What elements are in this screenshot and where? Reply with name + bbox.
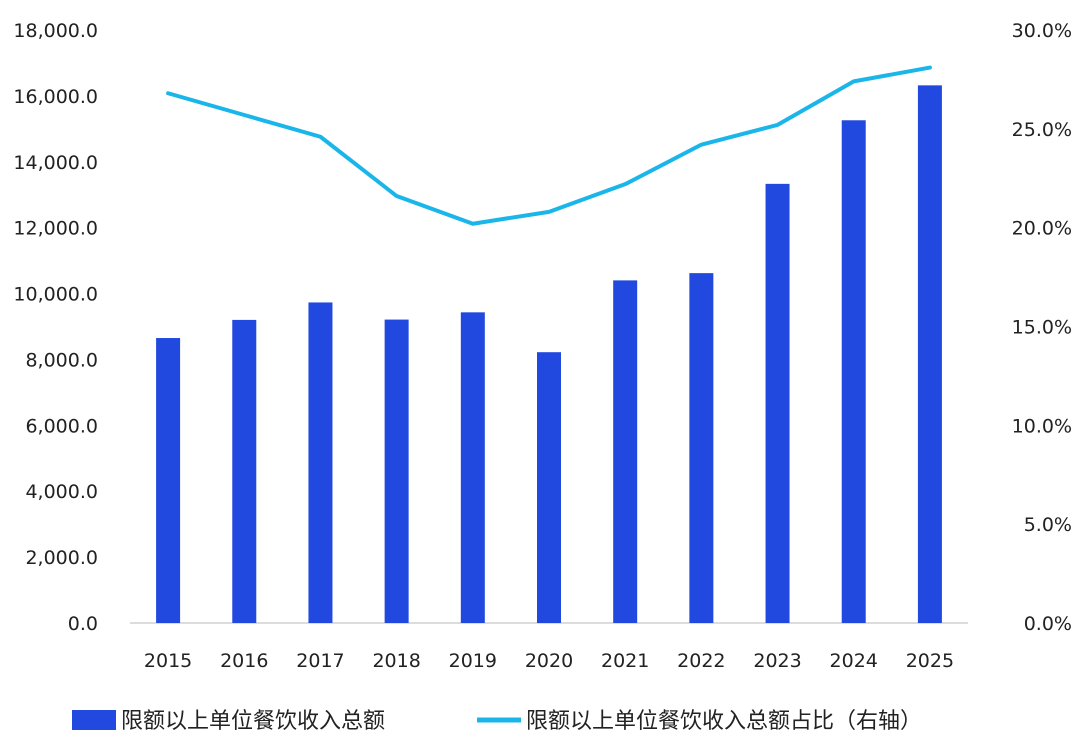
right-tick-label: 30.0%: [1012, 20, 1072, 42]
left-tick-label: 12,000.0: [13, 218, 98, 240]
bar-series: [156, 85, 942, 624]
legend-swatch-bar: [72, 710, 116, 730]
legend-label-line: 限额以上单位餐饮收入总额占比（右轴）: [526, 709, 922, 734]
bar-2022: [689, 273, 714, 623]
bar-2016: [232, 319, 257, 623]
left-tick-label: 16,000.0: [13, 86, 98, 108]
right-tick-label: 15.0%: [1012, 317, 1072, 339]
left-tick-label: 10,000.0: [13, 284, 98, 306]
x-tick-label: 2020: [525, 650, 573, 672]
x-tick-label: 2019: [449, 650, 497, 672]
bar-2021: [613, 280, 638, 623]
bar-2019: [460, 312, 485, 623]
left-tick-label: 4,000.0: [25, 481, 98, 503]
x-tick-label: 2016: [220, 650, 268, 672]
line-series: [166, 65, 932, 226]
share-line: [166, 65, 932, 226]
left-tick-label: 2,000.0: [25, 547, 98, 569]
left-tick-label: 6,000.0: [25, 415, 98, 437]
x-tick-label: 2025: [906, 650, 954, 672]
bar-2025: [917, 85, 942, 623]
bar-2024: [841, 120, 866, 624]
left-tick-label: 14,000.0: [13, 152, 98, 174]
right-tick-label: 25.0%: [1012, 119, 1072, 141]
left-tick-label: 0.0: [68, 613, 98, 635]
right-tick-label: 5.0%: [1024, 514, 1072, 536]
right-tick-label: 0.0%: [1024, 613, 1072, 635]
x-tick-label: 2023: [753, 650, 801, 672]
x-tick-label: 2024: [830, 650, 878, 672]
left-tick-label: 18,000.0: [13, 20, 98, 42]
left-tick-label: 8,000.0: [25, 349, 98, 371]
x-tick-label: 2021: [601, 650, 649, 672]
bar-2018: [384, 319, 409, 623]
x-tick-label: 2018: [372, 650, 420, 672]
right-tick-label: 20.0%: [1012, 218, 1072, 240]
bar-2017: [308, 302, 333, 623]
x-tick-label: 2015: [144, 650, 192, 672]
x-tick-label: 2017: [296, 650, 344, 672]
left-axis-ticks: 0.0 2,000.0 4,000.0 6,000.0 8,000.0 10,000.0 1…: [13, 20, 98, 635]
x-tick-label: 2022: [677, 650, 725, 672]
right-tick-label: 10.0%: [1012, 415, 1072, 437]
bar-2015: [156, 338, 181, 623]
x-axis-ticks: 2015 2016 2017 2018 2019 2020 2021 2022 2023 2024…: [144, 650, 954, 672]
legend-label-bar: 限额以上单位餐饮收入总额: [121, 709, 385, 734]
bar-2020: [537, 352, 561, 623]
right-axis-ticks: 0.0% 5.0% 10.0% 15.0% 20.0% 25.0% 30.0%: [1012, 20, 1072, 635]
bar-2023: [765, 183, 790, 623]
legend: 限额以上单位餐饮收入总额 限额以上单位餐饮收入总额占比（右轴）: [72, 709, 922, 734]
